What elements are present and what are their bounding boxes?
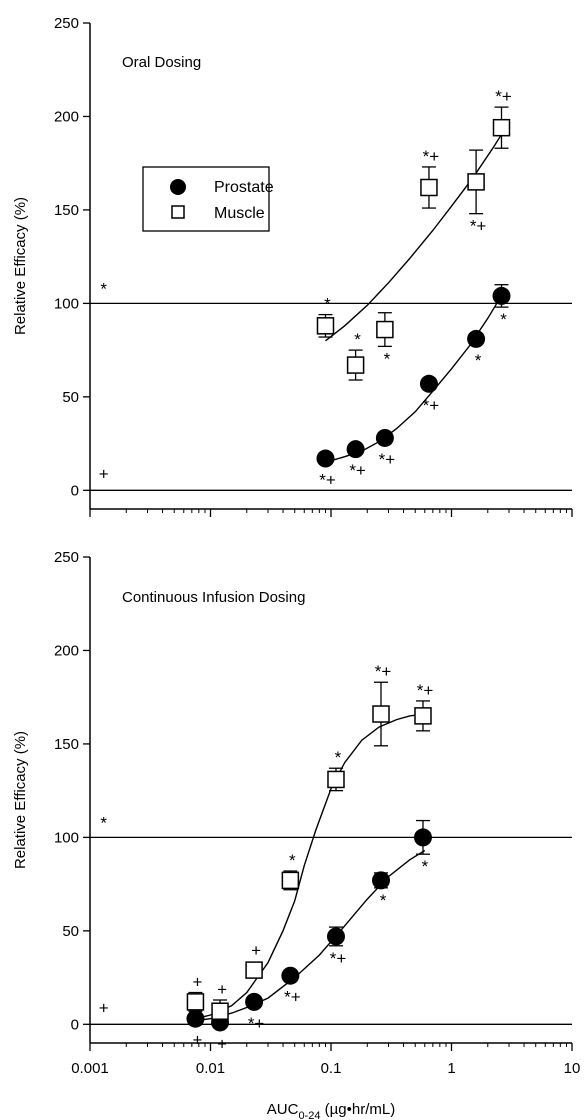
significance-annotation: +	[99, 464, 109, 483]
prostate-point	[316, 449, 335, 468]
muscle-point	[414, 707, 432, 725]
significance-label: *	[500, 310, 507, 329]
prostate-point	[492, 286, 511, 305]
fit-curve-prostate	[325, 291, 505, 463]
fit-curve-muscle	[325, 131, 505, 342]
significance-label: *	[289, 851, 296, 870]
y-axis-label: Relative Efficacy (%)	[12, 731, 29, 869]
y-tick-label: 250	[54, 15, 79, 32]
x-tick-label: 0.001	[71, 1060, 109, 1077]
significance-label: *+	[319, 471, 336, 490]
prostate-point	[467, 329, 486, 348]
prostate-point	[346, 440, 365, 459]
significance-label: *+	[470, 217, 487, 236]
significance-label: *+	[495, 87, 512, 106]
prostate-point	[375, 428, 394, 447]
muscle-point	[467, 173, 485, 191]
prostate-point	[419, 374, 438, 393]
significance-label: +	[192, 1031, 202, 1050]
significance-label: *+	[375, 662, 392, 681]
muscle-point	[492, 118, 511, 137]
significance-label: +	[217, 980, 227, 999]
legend-muscle-label: Muscle	[214, 205, 265, 222]
legend-prostate-label: Prostate	[214, 179, 274, 196]
x-tick-label: 0.1	[321, 1060, 342, 1077]
significance-label: *+	[417, 681, 434, 700]
muscle-point	[316, 317, 335, 335]
significance-label: *+	[284, 988, 301, 1007]
muscle-point	[245, 961, 263, 979]
legend-prostate-marker	[170, 179, 186, 195]
fit-curve-muscle	[195, 713, 425, 1020]
significance-label: *+	[330, 949, 347, 968]
x-tick-label: 1	[447, 1060, 455, 1077]
infusion-dosing-panel: 0 50 100 150 200 250 0.001 0.01 0.1 1 10 AUC0-24 (µ…	[12, 549, 580, 1120]
x-tick-label: 10	[564, 1060, 581, 1077]
panel-title: Oral Dosing	[122, 54, 201, 71]
oral-dosing-panel: 0 50 100 150 200 250 Relative Efficacy (%) Oral…	[12, 15, 573, 517]
prostate-point	[281, 966, 300, 985]
significance-label: *	[354, 330, 361, 349]
legend-muscle-marker	[171, 205, 185, 219]
significance-label: *	[380, 891, 387, 910]
x-axis-label: AUC0-24 (µg•hr/mL)	[267, 1101, 395, 1120]
y-tick-label: 250	[54, 549, 79, 566]
y-tick-label: 0	[71, 482, 79, 499]
x-axis-label-main: AUC	[267, 1101, 299, 1118]
muscle-point	[327, 770, 345, 789]
significance-label: *	[335, 748, 342, 767]
muscle-point	[211, 1002, 229, 1020]
x-axis-label-units: (µg•hr/mL)	[320, 1101, 395, 1118]
significance-label: *	[475, 351, 482, 370]
significance-label: *+	[423, 147, 440, 166]
significance-label: *+	[248, 1014, 265, 1033]
y-tick-label: 100	[54, 829, 79, 846]
significance-annotation: *	[100, 279, 107, 298]
x-tick-label: 0.01	[196, 1060, 225, 1077]
prostate-point	[326, 927, 345, 946]
significance-label: +	[217, 1034, 227, 1053]
legend-box	[142, 166, 270, 232]
y-tick-label: 50	[62, 389, 79, 406]
significance-annotation: *	[100, 813, 107, 832]
significance-label: +	[192, 973, 202, 992]
y-tick-label: 0	[71, 1016, 79, 1033]
significance-label: *	[324, 295, 331, 314]
y-tick-label: 150	[54, 202, 79, 219]
significance-label: *+	[423, 396, 440, 415]
muscle-point	[346, 356, 365, 374]
prostate-point	[245, 992, 264, 1011]
prostate-point	[372, 871, 391, 890]
muscle-point	[372, 705, 390, 723]
y-tick-label: 200	[54, 642, 79, 659]
significance-label: *	[384, 349, 391, 368]
y-tick-label: 200	[54, 108, 79, 125]
prostate-point	[413, 828, 432, 847]
significance-label: *	[422, 857, 429, 876]
x-axis-label-subscript: 0-24	[298, 1110, 320, 1120]
muscle-point	[186, 993, 205, 1011]
y-tick-label: 150	[54, 736, 79, 753]
y-tick-label: 100	[54, 295, 79, 312]
muscle-point	[420, 178, 438, 197]
significance-label: *+	[379, 450, 396, 469]
fit-curve-prostate	[195, 849, 426, 1022]
significance-label: *+	[349, 461, 366, 480]
panel-title: Continuous Infusion Dosing	[122, 589, 305, 606]
muscle-point	[376, 320, 394, 339]
y-axis-label: Relative Efficacy (%)	[12, 197, 29, 335]
y-tick-label: 50	[62, 923, 79, 940]
significance-annotation: +	[99, 998, 109, 1017]
muscle-point	[281, 871, 300, 890]
significance-label: +	[251, 941, 261, 960]
